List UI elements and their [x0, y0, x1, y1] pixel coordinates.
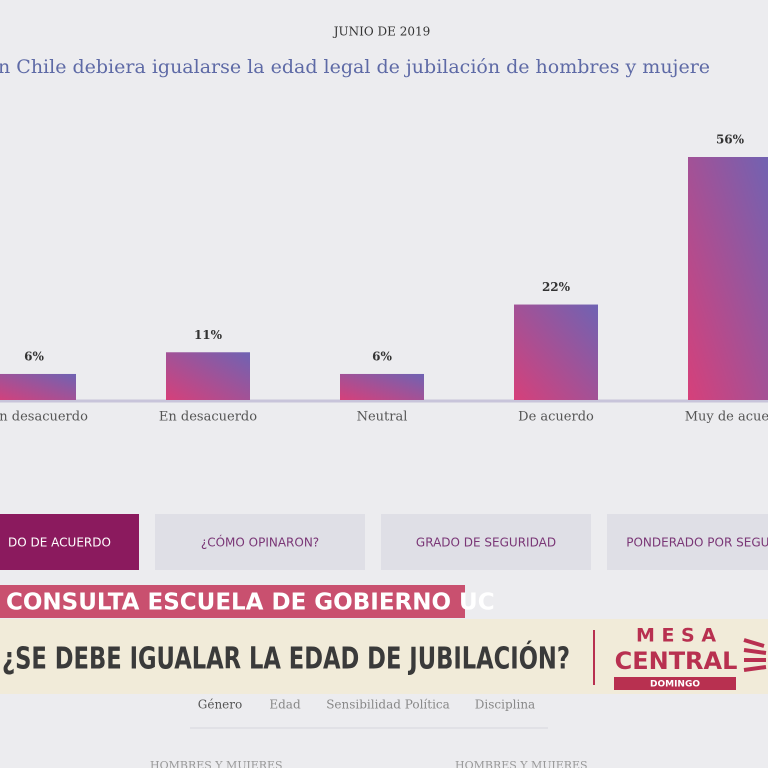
banner-kicker: CONSULTA ESCUELA DE GOBIERNO UC [6, 590, 495, 616]
button-label: DO DE ACUERDO [8, 536, 111, 550]
tab-row: Género Edad Sensibilidad Política Disciplin… [198, 698, 535, 712]
logo-sub-bg [614, 677, 736, 690]
footer-text: HOMBRES Y MUJERES [455, 759, 588, 768]
x-tick-label: Muy de acuer [685, 410, 768, 425]
bar [340, 373, 424, 400]
button-label: PONDERADO POR SEGUR [626, 536, 768, 550]
x-tick-label: De acuerdo [518, 410, 594, 425]
value-label: 22% [542, 280, 571, 294]
button-label: GRADO DE SEGURIDAD [416, 536, 556, 550]
chart-subtitle: JUNIO DE 2019 [332, 25, 431, 39]
button-label: ¿CÓMO OPINARON? [201, 535, 319, 550]
tab-label[interactable]: Sensibilidad Política [326, 698, 450, 712]
x-tick-label: Neutral [357, 410, 408, 425]
value-label: 11% [194, 328, 223, 342]
tab-label[interactable]: Género [198, 698, 242, 712]
tab-label[interactable]: Disciplina [475, 698, 535, 712]
tab-button[interactable] [0, 514, 139, 570]
logo-icon [743, 638, 767, 672]
x-tick-label: En desacuerdo [159, 410, 257, 425]
button-row: DO DE ACUERDO ¿CÓMO OPINARON? GRADO DE SEG… [0, 514, 768, 570]
footer-text: HOMBRES Y MUJERES [150, 759, 283, 768]
bar [0, 373, 76, 400]
logo-sub: DOMINGO [650, 680, 700, 690]
tab-button[interactable] [381, 514, 591, 570]
banner-headline: ¿SE DEBE IGUALAR LA EDAD DE JUBILACIÓN? [2, 640, 570, 677]
tab-button[interactable] [155, 514, 365, 570]
logo-top: M E S A [636, 625, 716, 647]
x-tick-label: y en desacuerdo [0, 410, 88, 425]
value-label: 6% [24, 349, 44, 363]
value-label: 6% [372, 349, 392, 363]
tab-label[interactable]: Edad [269, 698, 301, 712]
logo-main: CENTRAL [615, 647, 738, 675]
chart-title: n Chile debiera igualarse la edad legal … [0, 56, 710, 78]
bar [688, 157, 768, 400]
banner-kicker-bg [0, 585, 465, 618]
bar [166, 352, 250, 400]
bar [514, 304, 598, 400]
value-label: 56% [716, 133, 745, 147]
tab-button[interactable] [607, 514, 768, 570]
